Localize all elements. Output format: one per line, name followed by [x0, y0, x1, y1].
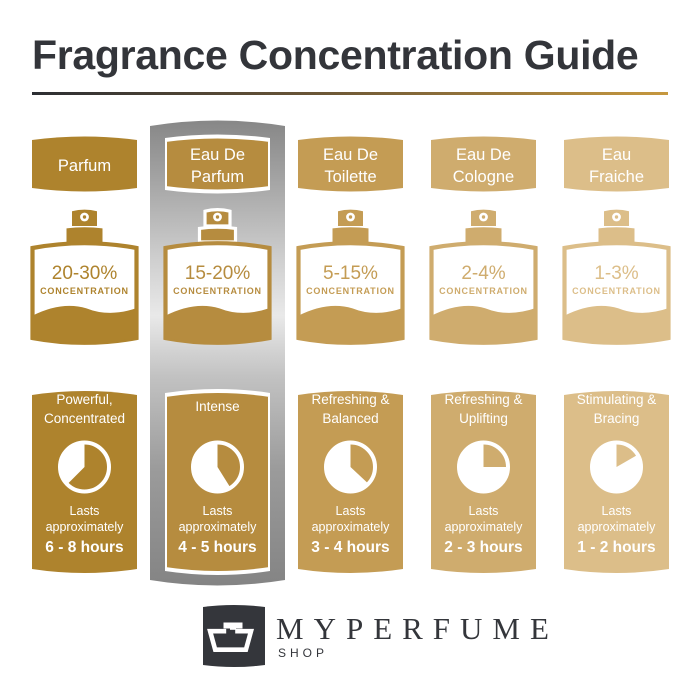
svg-text:20-30%: 20-30% [52, 263, 118, 284]
svg-text:Lasts: Lasts [70, 504, 100, 518]
svg-text:3 - 4 hours: 3 - 4 hours [311, 539, 389, 556]
svg-text:approximately: approximately [578, 520, 657, 534]
svg-text:CONCENTRATION: CONCENTRATION [40, 286, 129, 296]
svg-text:Parfum: Parfum [58, 157, 111, 175]
svg-text:Lasts: Lasts [602, 504, 632, 518]
svg-text:approximately: approximately [312, 520, 391, 534]
svg-text:approximately: approximately [46, 520, 125, 534]
svg-text:CONCENTRATION: CONCENTRATION [306, 286, 395, 296]
svg-text:CONCENTRATION: CONCENTRATION [439, 286, 528, 296]
svg-text:5-15%: 5-15% [323, 263, 378, 284]
svg-text:1-3%: 1-3% [594, 263, 638, 284]
svg-text:CONCENTRATION: CONCENTRATION [572, 286, 661, 296]
svg-text:Lasts: Lasts [203, 504, 233, 518]
svg-text:15-20%: 15-20% [185, 263, 251, 284]
svg-text:6 - 8 hours: 6 - 8 hours [45, 539, 123, 556]
svg-text:4 - 5 hours: 4 - 5 hours [178, 539, 256, 556]
svg-text:2-4%: 2-4% [461, 263, 505, 284]
svg-text:approximately: approximately [445, 520, 524, 534]
svg-text:Intense: Intense [195, 399, 239, 414]
svg-text:Lasts: Lasts [336, 504, 366, 518]
svg-text:2 - 3 hours: 2 - 3 hours [444, 539, 522, 556]
svg-text:approximately: approximately [179, 520, 258, 534]
svg-text:CONCENTRATION: CONCENTRATION [173, 286, 262, 296]
svg-text:Lasts: Lasts [469, 504, 499, 518]
svg-text:1 - 2 hours: 1 - 2 hours [577, 539, 655, 556]
